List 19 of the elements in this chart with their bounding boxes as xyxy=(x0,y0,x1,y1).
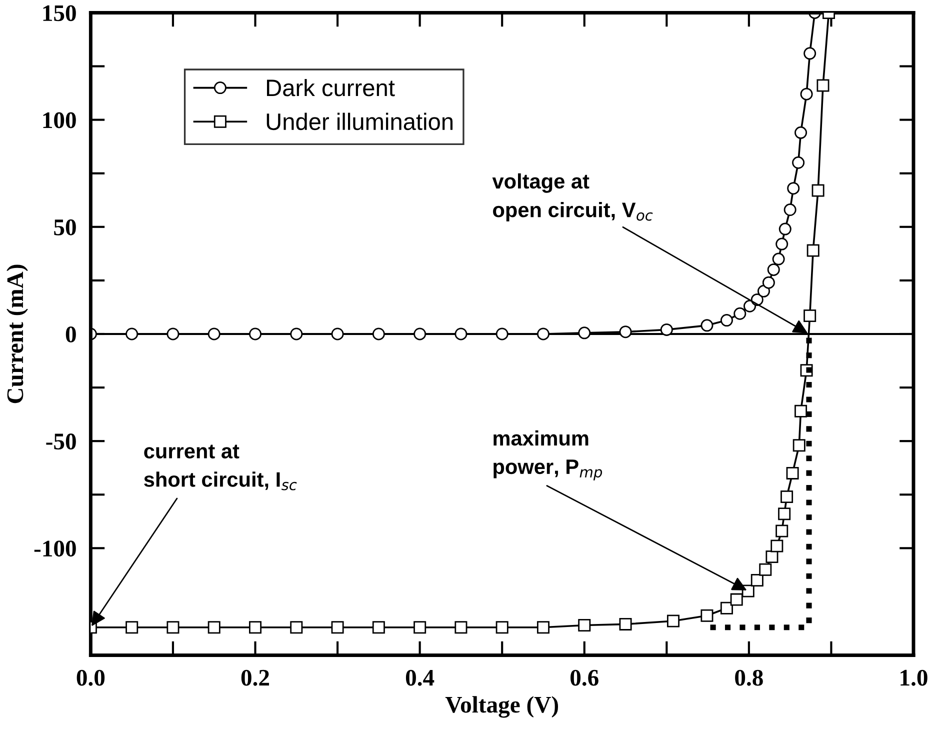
y-axis-title: Current (mA) xyxy=(6,264,28,404)
y-tick-label: 100 xyxy=(43,112,76,128)
x-tick-label: 0.2 xyxy=(241,670,269,686)
x-tick-label: 0.0 xyxy=(76,670,105,686)
y-tick-label: 0 xyxy=(66,326,76,342)
x-axis-title: Voltage (V) xyxy=(445,696,558,718)
y-tick-label: -100 xyxy=(34,540,76,557)
x-tick-label: 0.6 xyxy=(570,670,598,686)
x-tick-label: 1.0 xyxy=(900,670,928,686)
y-tick-label: 50 xyxy=(54,219,76,236)
legend-label: Under illumination xyxy=(266,112,453,130)
x-tick-label: 0.4 xyxy=(406,670,434,686)
annotation: voltage at open circuit, V$_{oc}$ xyxy=(492,173,653,222)
y-tick-label: 150 xyxy=(43,5,76,22)
annotation: maximum power, P$_{mp}$ xyxy=(494,430,602,480)
x-tick-label: 0.8 xyxy=(735,670,763,686)
y-tick-label: -50 xyxy=(46,434,76,450)
legend-label: Dark current xyxy=(266,78,395,96)
annotation: current at short circuit, I$_{sc}$ xyxy=(144,444,297,490)
